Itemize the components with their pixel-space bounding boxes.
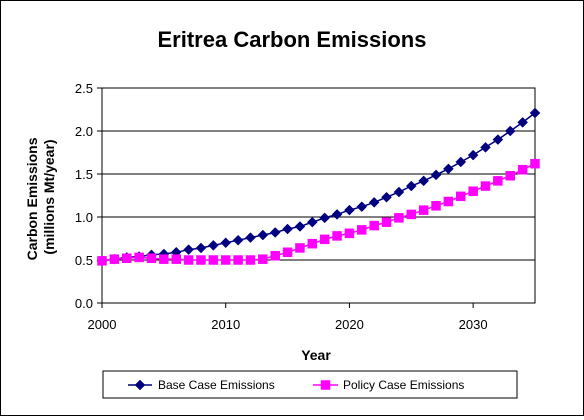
data-point: [344, 204, 355, 216]
data-point: [393, 186, 405, 198]
data-point: [368, 197, 380, 208]
data-point: [431, 201, 441, 211]
data-point: [319, 212, 331, 224]
data-point: [171, 254, 181, 264]
data-point: [121, 253, 132, 264]
y-axis-label-line-2: (millions Mt/year): [41, 139, 57, 254]
chart-title: Eritrea Carbon Emissions: [158, 27, 427, 52]
data-point: [356, 201, 368, 213]
x-tick-label: 2000: [88, 317, 117, 332]
y-tick-label: 1.0: [75, 210, 93, 225]
y-tick-label: 0.5: [75, 253, 93, 268]
legend-label: Policy Case Emissions: [343, 378, 464, 392]
x-axis-label: Year: [301, 347, 331, 363]
data-point: [443, 163, 454, 175]
legend-box: [102, 370, 518, 399]
data-point: [405, 180, 417, 192]
data-point: [220, 255, 231, 265]
legend-marker: [320, 380, 331, 390]
x-tick-label: 2010: [211, 317, 240, 332]
data-point: [369, 220, 379, 231]
data-point: [294, 221, 306, 232]
data-point: [456, 191, 466, 202]
legend-marker: [134, 379, 146, 391]
data-point: [195, 242, 207, 254]
legend-label: Base Case Emissions: [158, 378, 275, 392]
data-point: [159, 254, 169, 264]
data-point: [443, 196, 454, 207]
y-axis-label-line-1: Carbon Emissions: [24, 137, 40, 260]
data-point: [332, 231, 342, 241]
data-point: [183, 244, 194, 256]
data-point: [257, 229, 269, 241]
y-tick-label: 2.5: [75, 81, 93, 96]
data-point: [455, 156, 467, 168]
data-point: [480, 181, 491, 191]
legend-items: Base Case Emissions Policy Case Emissions: [128, 378, 464, 392]
y-tick-label: 1.5: [75, 167, 93, 182]
data-point: [146, 253, 157, 264]
data-point: [270, 250, 280, 261]
data-point: [381, 217, 392, 227]
data-point: [406, 209, 417, 220]
data-point: [220, 237, 232, 249]
data-point: [306, 216, 318, 228]
data-point: [307, 238, 318, 249]
data-point: [517, 117, 528, 128]
data-point: [282, 247, 293, 258]
data-point: [505, 170, 516, 181]
data-point: [381, 191, 392, 203]
data-point: [183, 255, 194, 265]
data-point: [208, 255, 219, 265]
x-axis-ticks: 2000 2010 2020 2030: [88, 303, 488, 332]
data-point: [245, 255, 256, 265]
data-point: [196, 255, 206, 265]
data-point: [530, 158, 540, 169]
data-point: [319, 234, 330, 245]
data-point: [430, 169, 442, 181]
data-point: [529, 107, 541, 119]
data-point: [467, 149, 479, 161]
x-tick-label: 2020: [335, 317, 364, 332]
series-base-case: [96, 107, 541, 267]
data-point: [134, 252, 144, 263]
data-point: [97, 256, 107, 266]
data-point: [418, 175, 430, 187]
data-point: [232, 234, 244, 246]
data-point: [357, 225, 367, 235]
y-tick-label: 2.0: [75, 124, 93, 139]
data-point: [269, 227, 281, 238]
data-point: [331, 209, 343, 220]
y-axis-label: Carbon Emissions (millions Mt/year): [24, 134, 57, 261]
series-layer: [96, 107, 541, 267]
data-point: [492, 134, 504, 145]
y-axis-ticks: 0.0 0.5 1.0 1.5 2.0 2.5: [75, 81, 102, 311]
data-point: [207, 240, 219, 251]
data-point: [468, 186, 478, 196]
data-point: [245, 232, 256, 243]
legend: Base Case Emissions Policy Case Emissions: [102, 370, 518, 399]
series-policy-case: [97, 158, 540, 266]
data-point: [295, 243, 305, 253]
x-tick-label: 2030: [459, 317, 488, 332]
y-tick-label: 0.0: [75, 296, 93, 311]
data-point: [493, 176, 503, 186]
data-point: [344, 228, 355, 239]
data-point: [517, 164, 528, 175]
data-point: [480, 141, 491, 153]
data-point: [394, 213, 404, 223]
data-point: [282, 223, 293, 235]
data-point: [109, 254, 120, 264]
data-point: [504, 125, 516, 137]
data-point: [233, 255, 243, 265]
data-point: [418, 205, 429, 215]
data-point: [258, 254, 268, 264]
